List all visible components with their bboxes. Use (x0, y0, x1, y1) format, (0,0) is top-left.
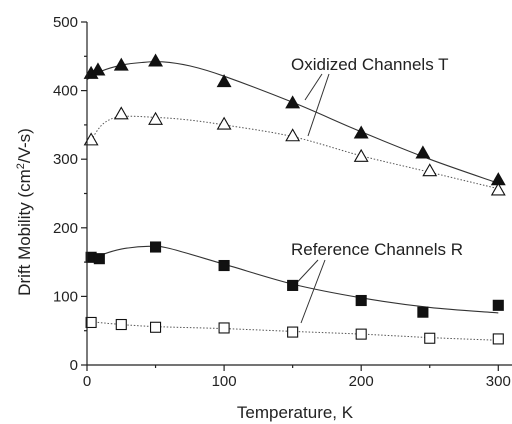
data-point-2-4 (287, 279, 299, 291)
data-points (83, 53, 506, 345)
data-point-3-5 (355, 328, 367, 340)
x-ticks: 0 100 200 300 (83, 365, 511, 390)
data-point-3-0 (85, 316, 97, 329)
data-point-2-3 (218, 259, 230, 272)
data-point-1-1 (113, 106, 129, 120)
y-axis-title-main: Drift Mobility (cm (15, 169, 34, 296)
leader-line-0 (304, 73, 323, 101)
data-point-2-7 (492, 299, 504, 311)
data-point-1-6 (422, 163, 438, 177)
data-point-3-3 (218, 322, 230, 334)
fit-curve-2 (86, 245, 499, 314)
data-point-3-7 (492, 333, 504, 345)
x-axis-title: Temperature, K (237, 403, 354, 422)
data-point-0-7 (415, 145, 431, 159)
y-axis-title: Drift Mobility (cm2/V-s) (15, 128, 34, 296)
data-point-1-4 (285, 128, 301, 142)
data-point-0-5 (285, 95, 301, 109)
y-tick-label-5: 500 (53, 14, 78, 31)
data-point-2-5 (355, 294, 367, 307)
data-point-0-1 (90, 62, 106, 76)
data-point-3-6 (424, 332, 436, 344)
fit-curve-1 (90, 115, 499, 190)
y-tick-label-1: 100 (53, 288, 78, 305)
data-point-2-2 (149, 241, 162, 253)
data-point-1-2 (148, 111, 163, 125)
data-point-2-1 (93, 253, 105, 265)
leader-line-1 (307, 73, 330, 137)
data-point-3-2 (149, 321, 162, 333)
data-point-0-6 (353, 125, 369, 139)
annotation-leaders (289, 73, 330, 324)
fit-curve-3 (91, 321, 499, 341)
x-tick-label-2: 200 (349, 373, 374, 390)
data-point-1-7 (490, 182, 506, 196)
data-point-0-3 (148, 53, 163, 67)
y-tick-label-0: 0 (70, 357, 78, 374)
x-tick-label-0: 0 (83, 373, 91, 390)
data-point-0-2 (113, 57, 129, 71)
x-tick-label-1: 100 (212, 373, 237, 390)
y-tick-label-4: 400 (53, 83, 78, 100)
annotation-reference: Reference Channels R (291, 240, 463, 259)
data-point-1-3 (216, 116, 232, 130)
data-point-2-6 (417, 306, 429, 318)
annotation-oxidized: Oxidized Channels T (291, 55, 449, 74)
data-point-3-4 (287, 326, 299, 338)
y-ticks: 0 100 200 300 400 500 (53, 14, 87, 374)
data-point-3-1 (115, 318, 127, 331)
leader-line-3 (300, 259, 326, 324)
data-point-1-0 (83, 132, 99, 146)
fit-curve-0 (86, 61, 499, 184)
y-axis-title-unit: /V-s) (15, 128, 34, 163)
x-tick-label-3: 300 (486, 373, 511, 390)
y-tick-label-3: 300 (53, 151, 78, 168)
y-axis-title-superscript: 2 (15, 163, 27, 169)
data-point-1-5 (353, 148, 369, 162)
y-tick-label-2: 200 (53, 220, 78, 237)
data-point-0-4 (216, 74, 232, 88)
